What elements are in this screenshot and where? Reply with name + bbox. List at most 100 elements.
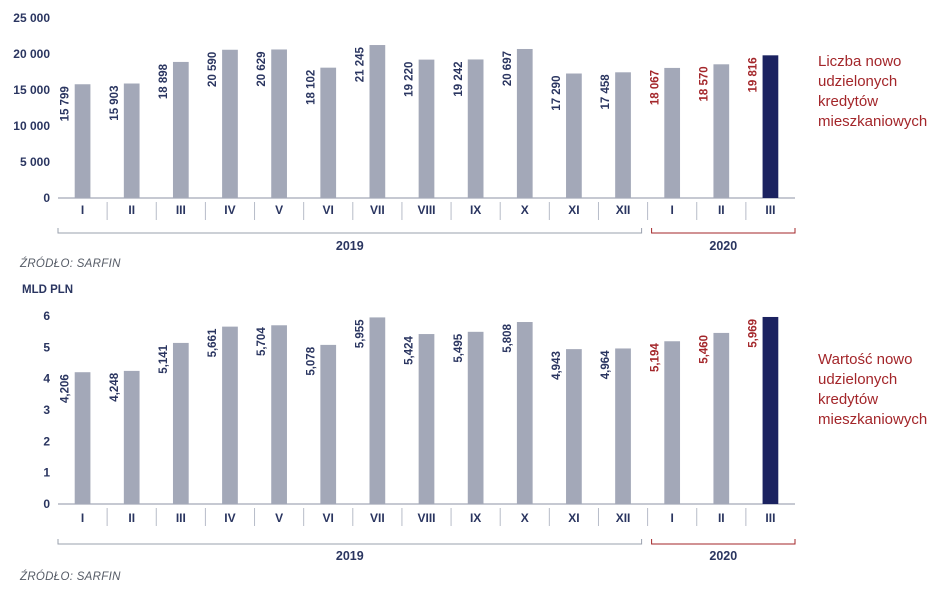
chart2-x-tick-label: V — [275, 511, 283, 525]
chart2-value-label: 4,206 — [60, 374, 72, 403]
chart1-value-label: 19 242 — [453, 61, 465, 96]
chart2-bar — [615, 348, 631, 504]
chart1-bar — [369, 45, 386, 199]
chart2-y-tick-label: 6 — [43, 309, 50, 323]
chart2-bar — [516, 322, 533, 504]
chart2-y-tick-label: 1 — [43, 466, 50, 480]
chart2-value-label: 4,964 — [600, 350, 612, 379]
chart1-bar — [172, 61, 189, 198]
chart1-value-label: 18 067 — [649, 70, 661, 105]
chart2-value-label: 5,969 — [748, 319, 760, 348]
chart1-bar — [74, 84, 91, 198]
chart2-x-tick-label: II — [128, 511, 135, 525]
chart1-bar — [271, 49, 287, 199]
chart1-value-label: 21 245 — [355, 46, 367, 82]
chart2-value-label: 5,955 — [355, 319, 367, 348]
chart2-bar — [369, 317, 386, 504]
chart1-x-tick-label: XII — [616, 203, 631, 217]
chart2-bar — [713, 332, 730, 504]
chart2-bar — [123, 370, 140, 504]
chart2-x-tick-label: III — [176, 511, 186, 525]
chart2-group-label: 2020 — [709, 549, 737, 563]
chart1-series-label-line: mieszkaniowych — [818, 113, 928, 130]
chart2-value-label: 4,248 — [109, 372, 121, 401]
chart1-value-label: 18 102 — [305, 70, 317, 105]
chart2-y-tick-label: 0 — [43, 497, 50, 511]
chart1-bar — [123, 83, 140, 198]
chart1-value-label: 15 799 — [60, 86, 72, 121]
chart2-bar — [566, 349, 582, 504]
chart1-bar — [615, 72, 631, 198]
chart2-y-tick-label: 2 — [43, 434, 50, 448]
chart1-x-tick-label: VII — [370, 203, 385, 217]
chart1-x-tick-label: I — [81, 203, 84, 217]
chart1-value-label: 17 458 — [600, 74, 612, 110]
chart1-value-label: 20 590 — [207, 52, 219, 87]
chart1-bar — [713, 64, 730, 199]
chart1-source: ŹRÓDŁO: SARFIN — [20, 258, 121, 270]
chart1-x-tick-label: III — [176, 203, 186, 217]
chart2-x-tick-label: VI — [323, 511, 334, 525]
chart1-value-label: 19 816 — [748, 57, 760, 92]
chart2-x-tick-label: I — [670, 511, 673, 525]
chart1-bar — [762, 55, 779, 198]
chart2-y-tick-label: 3 — [43, 403, 50, 417]
chart2-x-tick-label: I — [81, 511, 84, 525]
chart2-y-tick-label: 5 — [43, 340, 50, 354]
chart1-group-bracket — [651, 228, 796, 234]
chart1-bar — [516, 48, 533, 199]
chart1-bar — [418, 59, 435, 199]
chart1-value-label: 15 903 — [109, 85, 121, 120]
chart2-value-label: 5,078 — [305, 346, 317, 375]
chart1-series-label: Liczba nowo udzielonych kredytów mieszka… — [818, 52, 943, 132]
chart1-bar — [664, 67, 681, 198]
chart2-x-tick-label: II — [718, 511, 725, 525]
chart2-value-label: 5,495 — [453, 333, 465, 362]
chart2-unit-label: MLD PLN — [22, 284, 74, 296]
chart1-value-label: 19 220 — [404, 62, 416, 97]
chart1-y-tick-label: 25 000 — [13, 11, 50, 25]
chart2-value-label: 5,141 — [158, 344, 170, 373]
chart1-y-tick-label: 15 000 — [13, 83, 50, 97]
chart2-bar — [467, 331, 484, 504]
chart1-y-tick-label: 5 000 — [20, 155, 50, 169]
chart1-group-label: 2020 — [709, 239, 737, 253]
chart2-series-label-line: Wartość nowo — [818, 351, 913, 368]
chart1-series-label-line: Liczba nowo — [818, 53, 902, 70]
chart1-x-tick-label: X — [521, 203, 529, 217]
chart1-x-tick-label: V — [275, 203, 283, 217]
chart2-x-tick-label: IV — [224, 511, 235, 525]
chart2-group-label: 2019 — [336, 549, 364, 563]
chart2-x-tick-label: XI — [568, 511, 579, 525]
chart2-x-tick-label: VIII — [417, 511, 435, 525]
chart2-group-bracket — [651, 539, 796, 545]
chart1-x-tick-label: VIII — [417, 203, 435, 217]
chart2-y-tick-label: 4 — [43, 372, 50, 386]
chart1-series-label-line: kredytów — [818, 93, 879, 110]
chart1-x-tick-label: III — [765, 203, 775, 217]
chart2-x-tick-label: XII — [616, 511, 631, 525]
chart2-group-bracket — [57, 539, 643, 545]
chart2-bar — [222, 326, 238, 504]
chart1-y-tick-label: 10 000 — [13, 119, 50, 133]
chart2-bar — [418, 334, 435, 504]
chart2-value-label: 5,194 — [649, 343, 661, 372]
chart2-x-tick-label: X — [521, 511, 529, 525]
chart2-value-label: 5,661 — [207, 328, 219, 357]
chart2-series-label-line: udzielonych — [818, 371, 898, 388]
chart1-value-label: 20 697 — [502, 51, 514, 86]
chart1-value-label: 18 898 — [158, 63, 170, 99]
chart1-x-tick-label: IX — [470, 203, 481, 217]
chart2-value-label: 5,704 — [256, 327, 268, 356]
chart2-source: ŹRÓDŁO: SARFIN — [20, 571, 121, 583]
chart2-series-label-line: kredytów — [818, 391, 879, 408]
chart2-bar — [320, 344, 337, 504]
chart1-group-label: 2019 — [336, 239, 364, 253]
chart2-value-label: 5,424 — [404, 335, 416, 364]
chart1-x-tick-label: XI — [568, 203, 579, 217]
chart1-group-bracket — [57, 228, 643, 234]
chart2-series-label-line: mieszkaniowych — [818, 411, 928, 428]
chart1-series-label-line: udzielonych — [818, 73, 898, 90]
chart1-x-tick-label: I — [670, 203, 673, 217]
